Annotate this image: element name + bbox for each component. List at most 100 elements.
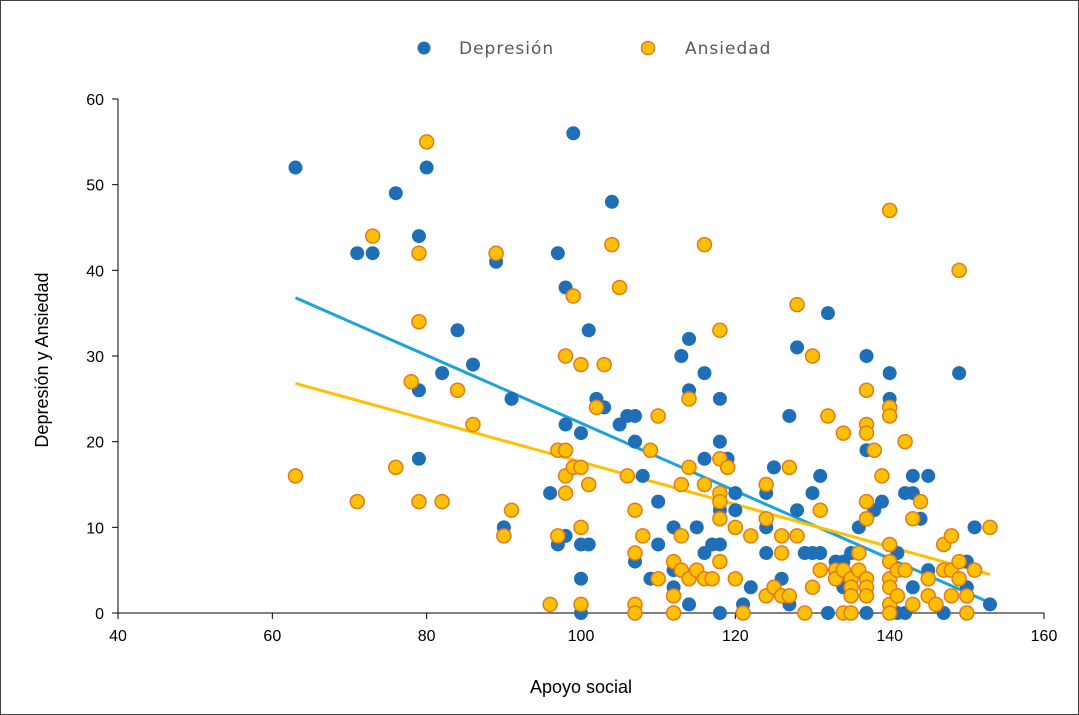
data-point (411, 451, 426, 466)
y-tick-label: 40 (86, 263, 104, 280)
data-point (804, 348, 821, 364)
data-point (912, 493, 929, 510)
data-point (712, 553, 728, 570)
data-point (820, 306, 835, 321)
data-point (628, 408, 643, 423)
data-point (411, 229, 426, 244)
data-point (758, 511, 774, 527)
data-point (665, 588, 682, 604)
data-point (859, 349, 874, 363)
data-point (951, 262, 967, 279)
data-point (681, 391, 697, 407)
data-point (650, 570, 666, 587)
data-point (982, 519, 998, 536)
data-point (682, 597, 697, 612)
legend: Depresión Ansiedad (417, 39, 771, 59)
data-point (388, 459, 404, 476)
data-point (651, 537, 666, 552)
x-tick-label: 160 (1031, 628, 1058, 645)
data-point (859, 606, 874, 620)
x-tick-label: 140 (876, 628, 903, 645)
data-point (967, 520, 982, 535)
data-point (728, 486, 743, 501)
data-point (434, 493, 450, 510)
data-point (781, 588, 798, 604)
data-point (543, 486, 558, 501)
data-point (820, 606, 835, 620)
data-point (619, 468, 636, 484)
data-point (557, 442, 574, 458)
data-point (574, 426, 588, 441)
data-point (881, 202, 898, 219)
data-point (966, 562, 983, 578)
data-point (797, 605, 813, 621)
data-point (858, 425, 875, 441)
data-point (488, 245, 504, 261)
data-point (813, 546, 828, 561)
data-point (581, 323, 596, 338)
data-point (727, 519, 744, 536)
data-point (388, 186, 403, 201)
data-point (882, 366, 897, 381)
data-point (550, 246, 565, 261)
data-point (712, 434, 727, 449)
data-point (465, 416, 481, 433)
data-point (689, 520, 704, 535)
series-depresion (288, 126, 997, 620)
data-point (542, 596, 558, 613)
data-point (789, 296, 805, 313)
y-tick-label: 50 (86, 178, 104, 195)
data-point (651, 494, 666, 509)
data-point (287, 468, 304, 484)
data-point (712, 511, 728, 527)
data-point (790, 340, 805, 355)
legend-label-depresion: Depresión (459, 39, 554, 59)
data-point (719, 459, 736, 476)
data-point (889, 588, 906, 604)
data-point (665, 605, 682, 621)
data-point (418, 134, 435, 150)
data-point (503, 502, 520, 518)
legend-label-ansiedad: Ansiedad (685, 39, 771, 59)
data-point (650, 408, 666, 424)
data-point (557, 348, 574, 364)
data-point (496, 528, 512, 544)
data-point (634, 528, 651, 544)
data-point (435, 366, 450, 381)
data-point (897, 433, 913, 450)
data-point (596, 356, 612, 373)
data-point (628, 434, 643, 449)
data-point (604, 236, 620, 253)
axes (117, 99, 1044, 614)
data-point (812, 502, 828, 518)
data-point (411, 313, 427, 330)
data-point (573, 356, 589, 373)
data-point (350, 246, 365, 261)
data-point (858, 588, 875, 604)
x-tick-label: 100 (568, 628, 595, 645)
data-point (881, 408, 898, 424)
data-point (712, 537, 727, 552)
y-axis-ticks: 0 10 20 30 40 50 60 (86, 92, 118, 623)
data-point (959, 588, 975, 604)
data-point (951, 553, 967, 570)
data-point (874, 468, 890, 484)
data-point (905, 596, 921, 613)
x-tick-label: 40 (109, 628, 127, 645)
data-point (627, 502, 643, 518)
data-point (951, 570, 967, 587)
data-point (411, 245, 427, 261)
data-point (805, 486, 820, 501)
data-point (712, 322, 728, 339)
data-point (758, 476, 774, 493)
data-point (682, 331, 697, 346)
data-point (674, 349, 689, 363)
data-point (681, 459, 697, 476)
data-point (789, 528, 805, 544)
data-point (812, 562, 828, 578)
data-point (365, 246, 380, 261)
data-point (611, 279, 628, 296)
data-point (696, 476, 713, 493)
data-point (558, 417, 573, 432)
